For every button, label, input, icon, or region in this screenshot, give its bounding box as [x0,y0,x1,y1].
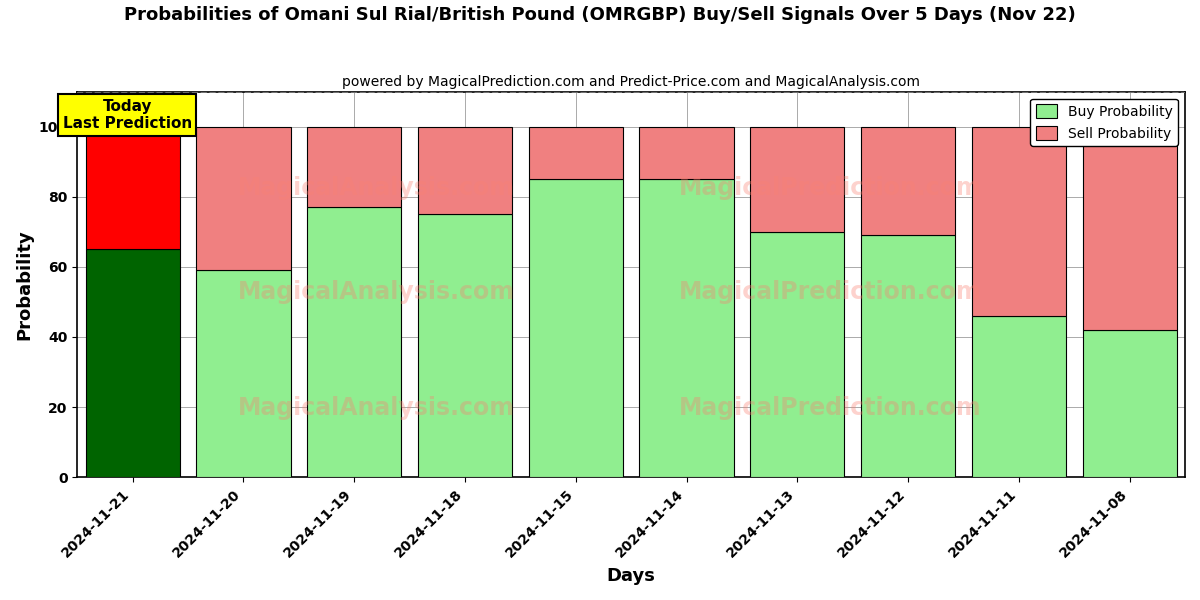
Bar [197,271,290,477]
Bar [418,214,512,477]
Bar [972,127,1066,316]
Bar [307,207,401,477]
Bar [750,127,845,232]
Text: MagicalPrediction.com: MagicalPrediction.com [679,176,982,200]
Bar [85,250,180,477]
Legend: Buy Probability, Sell Probability: Buy Probability, Sell Probability [1030,98,1178,146]
X-axis label: Days: Days [607,567,655,585]
Bar [197,127,290,271]
Bar [972,316,1066,477]
Text: MagicalAnalysis.com: MagicalAnalysis.com [238,396,515,420]
Title: powered by MagicalPrediction.com and Predict-Price.com and MagicalAnalysis.com: powered by MagicalPrediction.com and Pre… [342,75,920,89]
Bar [640,127,733,179]
Bar [860,127,955,235]
Text: Today
Last Prediction: Today Last Prediction [62,98,192,131]
Bar [750,232,845,477]
Bar [529,127,623,179]
Text: MagicalPrediction.com: MagicalPrediction.com [679,280,982,304]
Text: MagicalPrediction.com: MagicalPrediction.com [679,396,982,420]
Y-axis label: Probability: Probability [14,229,32,340]
Text: Probabilities of Omani Sul Rial/British Pound (OMRGBP) Buy/Sell Signals Over 5 D: Probabilities of Omani Sul Rial/British … [124,6,1076,24]
Bar [1082,127,1177,330]
Bar [860,235,955,477]
Bar [529,179,623,477]
Bar [418,127,512,214]
Text: MagicalAnalysis.com: MagicalAnalysis.com [238,280,515,304]
Bar [1082,330,1177,477]
Bar [85,127,180,250]
Bar [640,179,733,477]
Text: MagicalAnalysis.com: MagicalAnalysis.com [238,176,515,200]
Bar [307,127,401,207]
